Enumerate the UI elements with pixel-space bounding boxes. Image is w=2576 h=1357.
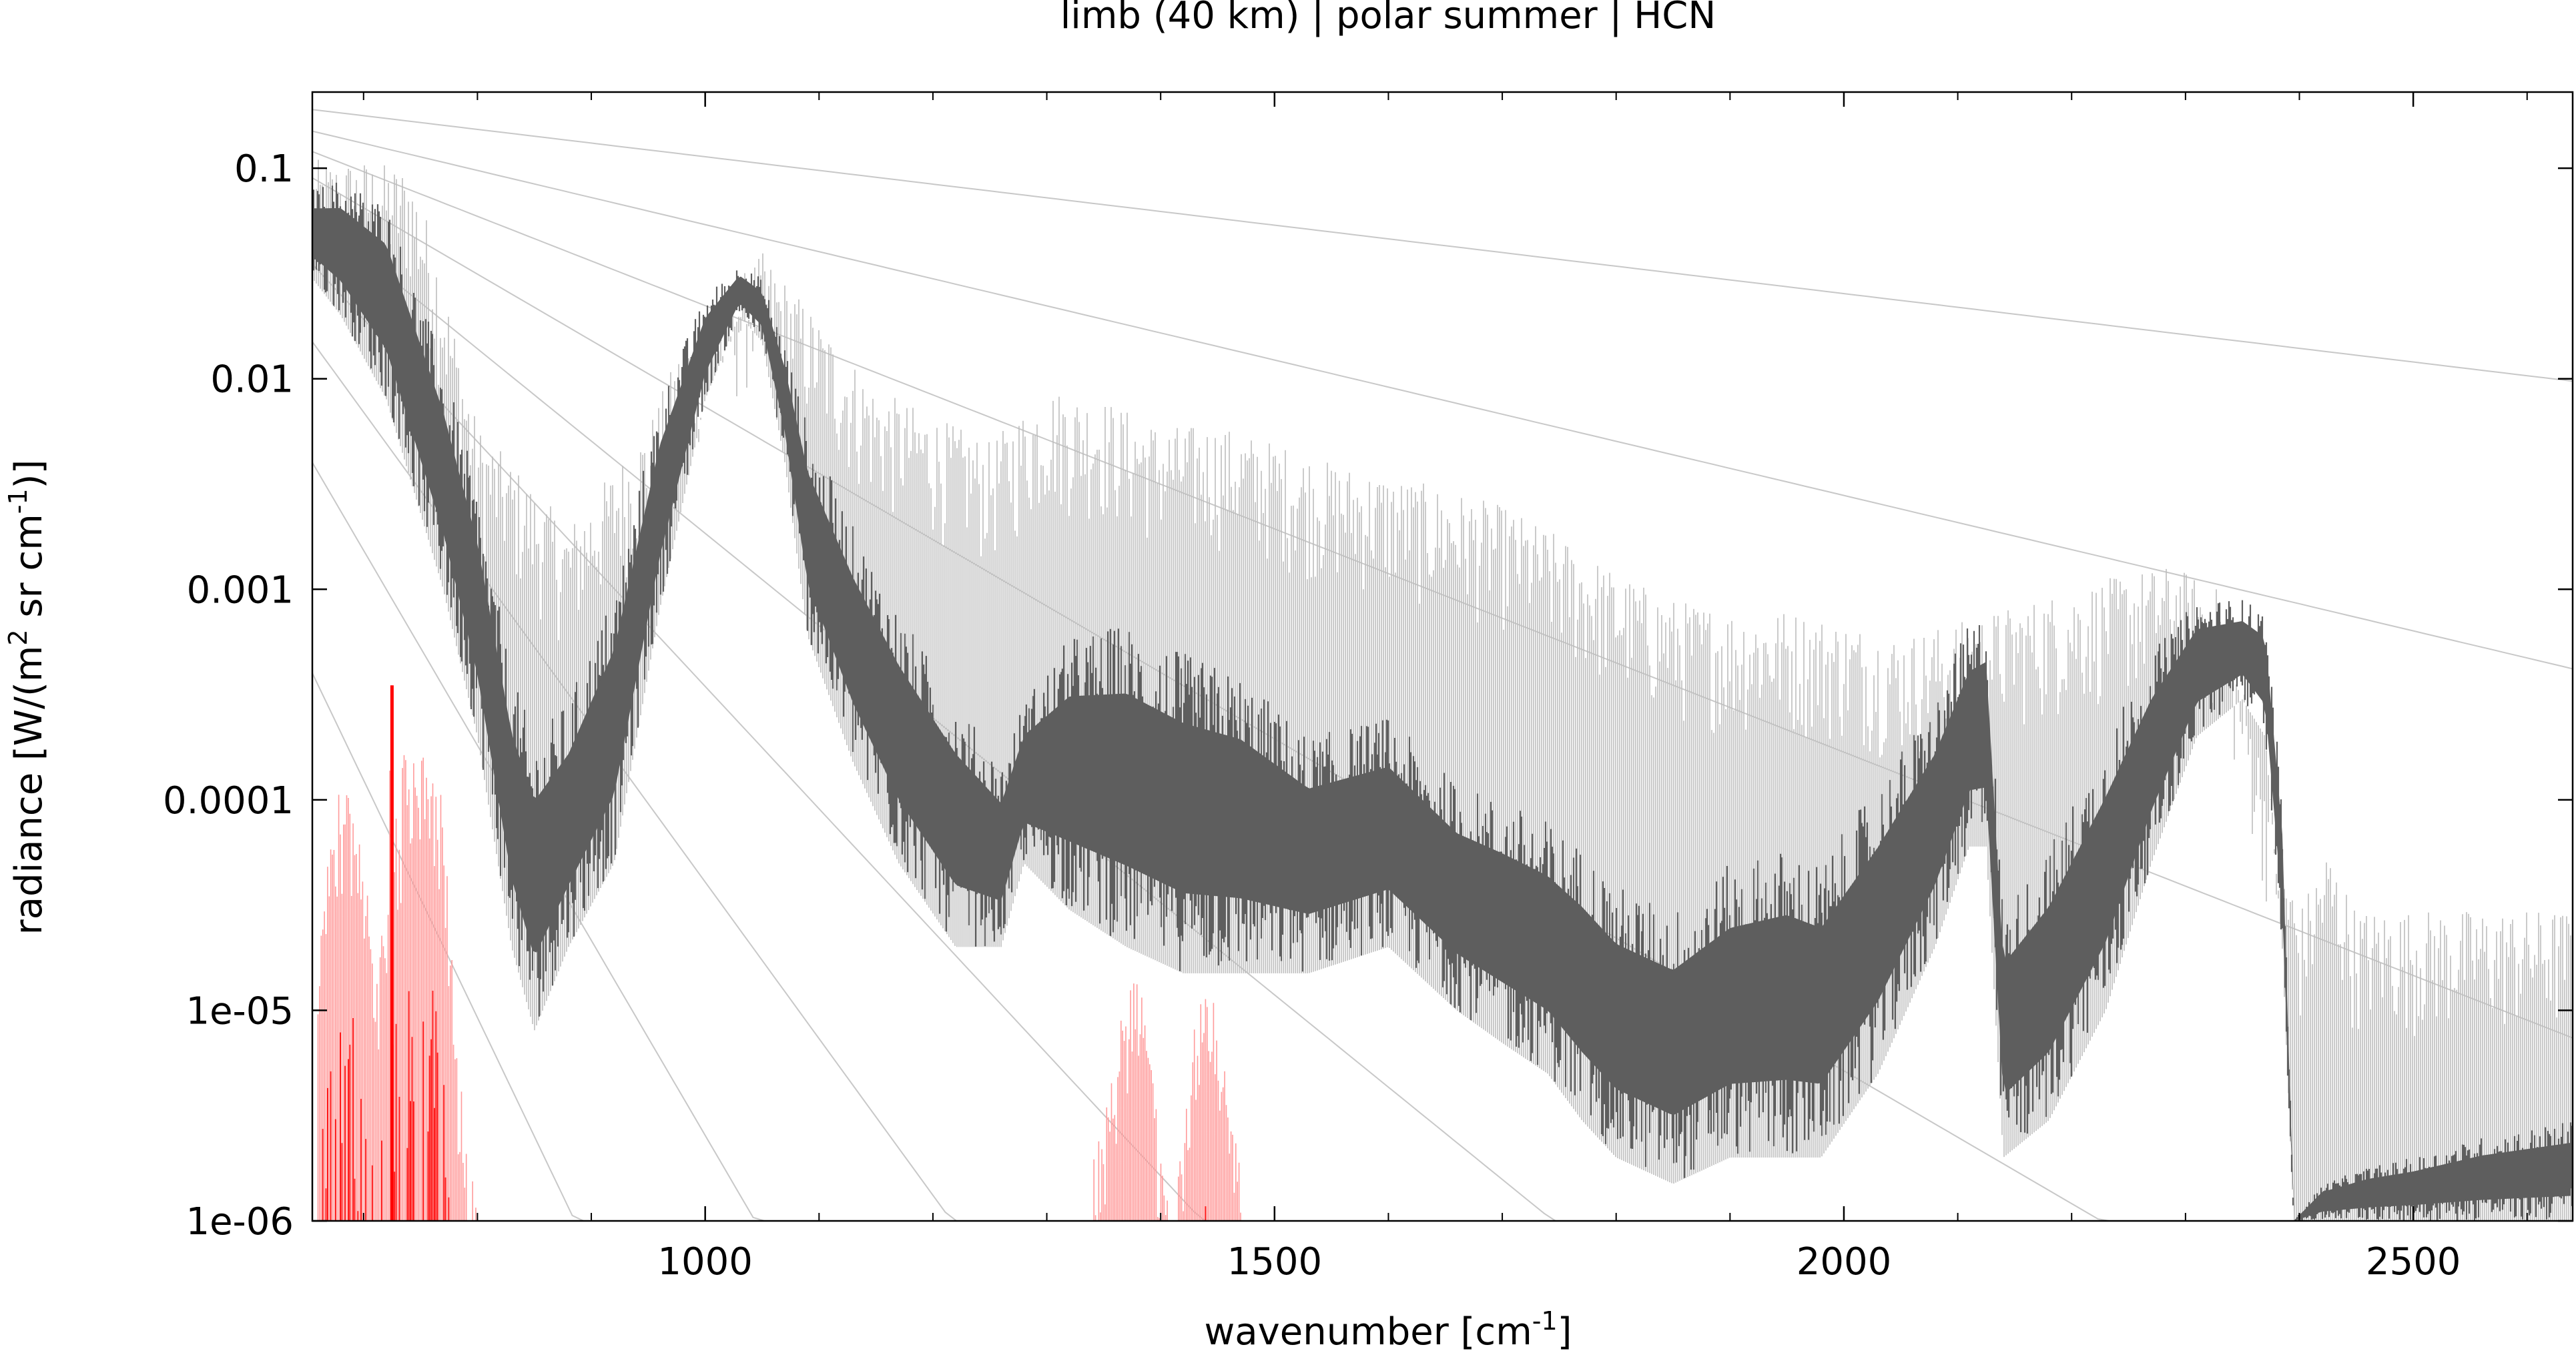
x-tick-label: 2500 [2366,1240,2461,1284]
y-tick-label: 0.0001 [163,779,294,823]
x-axis-ticks: 1000 1500 2000 2500 [362,92,2528,1284]
planck-curve [312,109,2573,382]
plot-border [311,91,2574,1222]
x-axis-label: wavenumber [cm-1] [1204,1306,1572,1354]
y-tick-label: 0.1 [234,147,294,191]
planck-curve [312,151,2573,1039]
y-tick-label: 0.001 [187,568,294,612]
y-tick-label: 1e-06 [186,1200,294,1244]
y-axis-label: radiance [W/(m2 sr cm-1)] [3,460,51,935]
spectrum-series [312,159,2573,1221]
planck-curve [312,130,2573,670]
spectrum-dark-band [312,182,2573,1221]
plot-frame [311,91,2574,1222]
planck-curve [312,341,2573,1221]
y-axis-ticks: 0.1 0.01 0.001 0.0001 1e-05 1e-06 [163,147,2573,1244]
y-tick-label: 1e-05 [186,989,294,1033]
planck-curve [312,462,2573,1221]
chart-title: limb (40 km) | polar summer | HCN [1060,0,1716,37]
x-tick-label: 2000 [1797,1240,1892,1284]
red-line-cluster [1093,983,1241,1221]
red-line-cluster-strong [322,991,450,1221]
planck-curve [312,264,2573,1221]
y-tick-label: 0.01 [210,358,294,402]
spectrum-dark-core [312,207,2571,1221]
planck-curve [312,177,2573,1221]
planck-curve [312,214,2573,1221]
x-tick-label: 1500 [1227,1240,1323,1284]
red-line-cluster-strong [1205,1206,1207,1221]
x-tick-label: 1000 [657,1240,753,1284]
